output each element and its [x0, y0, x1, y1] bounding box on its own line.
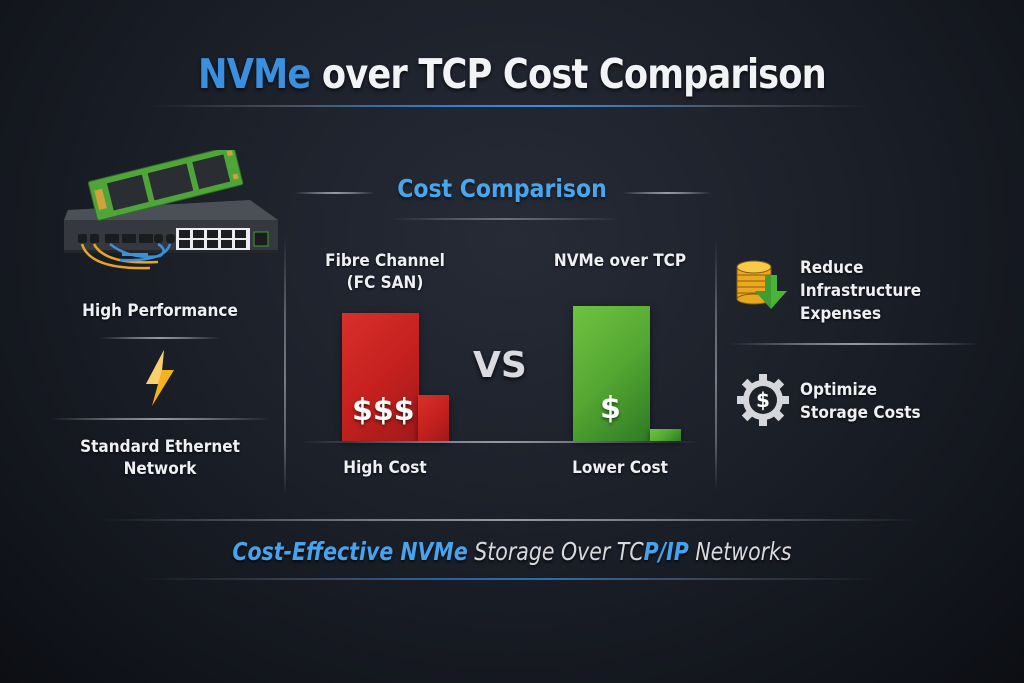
divider — [730, 343, 980, 345]
title-underline — [150, 105, 870, 107]
fc-cost-bar-step — [418, 395, 449, 441]
vs-label: VS — [473, 345, 527, 386]
svg-text:$: $ — [756, 388, 770, 412]
reduce-expenses-text: Reduce Infrastructure Expenses — [800, 258, 922, 324]
section-title-line-left — [295, 192, 375, 194]
nvme-cost-bar-step — [650, 429, 681, 441]
nvme-switch-icon — [64, 145, 278, 270]
nvme-cost-symbol: $ — [600, 391, 621, 426]
hardware-illustration — [50, 145, 280, 275]
tagline-bottom-line — [140, 578, 880, 580]
page-title: NVMe over TCP Cost Comparison — [72, 50, 953, 98]
tagline-top-line — [100, 519, 920, 521]
high-cost-label: High Cost — [343, 458, 427, 478]
lightning-bolt-icon — [140, 348, 180, 408]
chart-baseline — [300, 441, 700, 443]
title-rest: over TCP Cost Comparison — [310, 50, 827, 98]
gear-dollar-icon: $ — [735, 372, 791, 428]
divider — [100, 337, 220, 339]
nvme-cost-bar-tall — [573, 306, 650, 441]
title-accent: NVMe — [198, 50, 311, 98]
lower-cost-label: Lower Cost — [572, 458, 668, 478]
vertical-divider-left — [284, 235, 286, 495]
divider — [50, 418, 270, 420]
tagline: Cost-Effective NVMe Storage Over TCP/IP … — [232, 537, 792, 566]
optimize-storage-text: Optimize Storage Costs — [800, 380, 921, 423]
fc-san-name: Fibre Channel (FC SAN) — [325, 251, 445, 293]
coins-down-arrow-icon — [735, 255, 793, 313]
vertical-divider-right — [715, 240, 717, 490]
section-title-line-right — [622, 192, 712, 194]
fc-cost-bar-tall — [342, 313, 419, 441]
section-title-underline — [390, 218, 620, 220]
standard-ethernet-label: Standard Ethernet Network — [80, 437, 240, 479]
fc-cost-symbol: $$$ — [352, 393, 415, 428]
high-performance-label: High Performance — [82, 301, 238, 321]
nvme-tcp-name: NVMe over TCP — [553, 251, 687, 271]
section-title: Cost Comparison — [397, 174, 607, 203]
